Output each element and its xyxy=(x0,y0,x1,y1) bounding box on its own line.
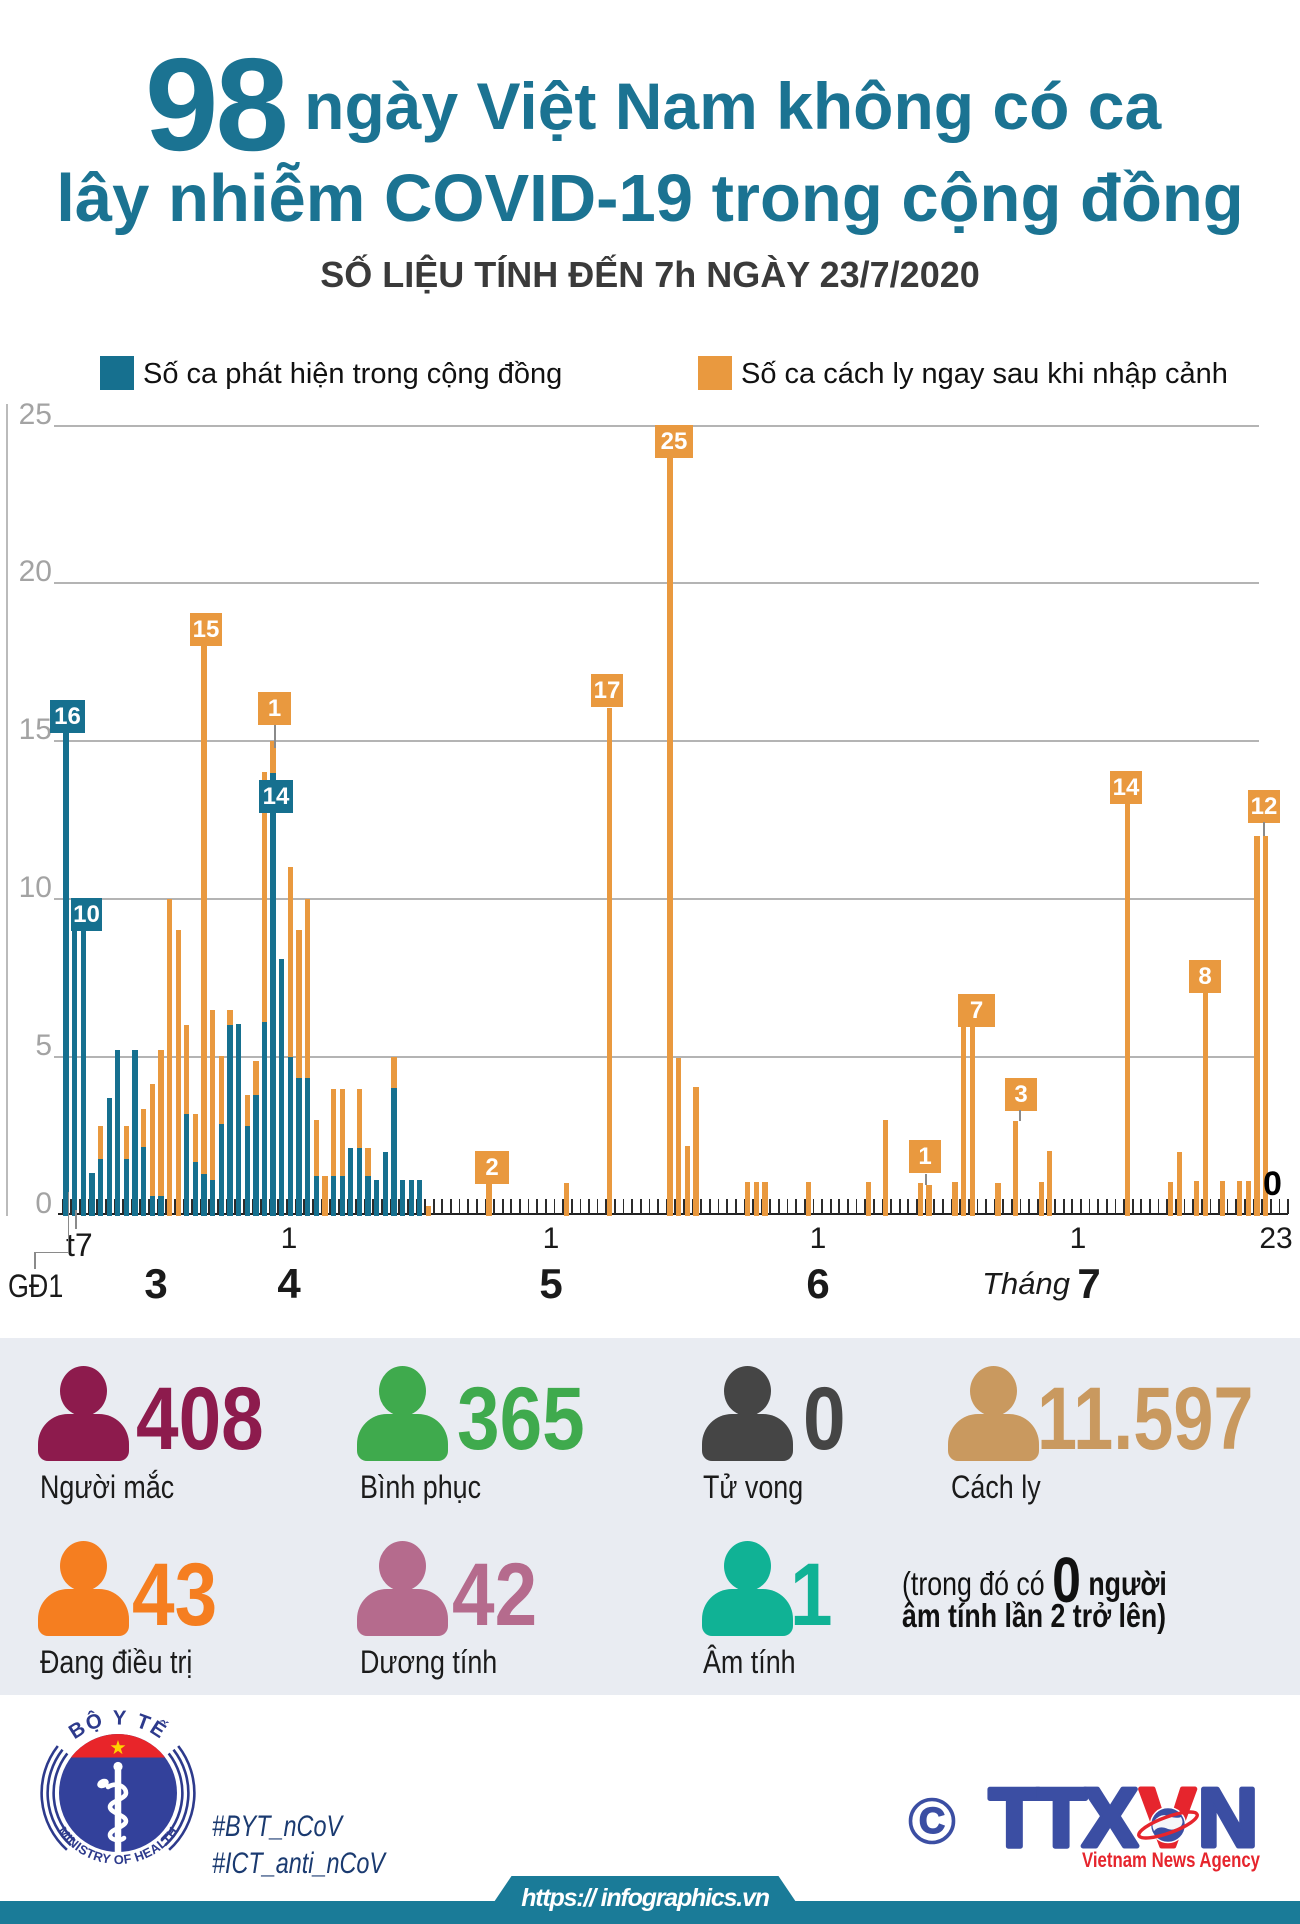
svg-text:N: N xyxy=(1198,1771,1258,1864)
svg-text:TTX: TTX xyxy=(989,1771,1137,1864)
svg-text:Vietnam News Agency: Vietnam News Agency xyxy=(1082,1849,1260,1872)
svg-text:C: C xyxy=(919,1800,945,1841)
